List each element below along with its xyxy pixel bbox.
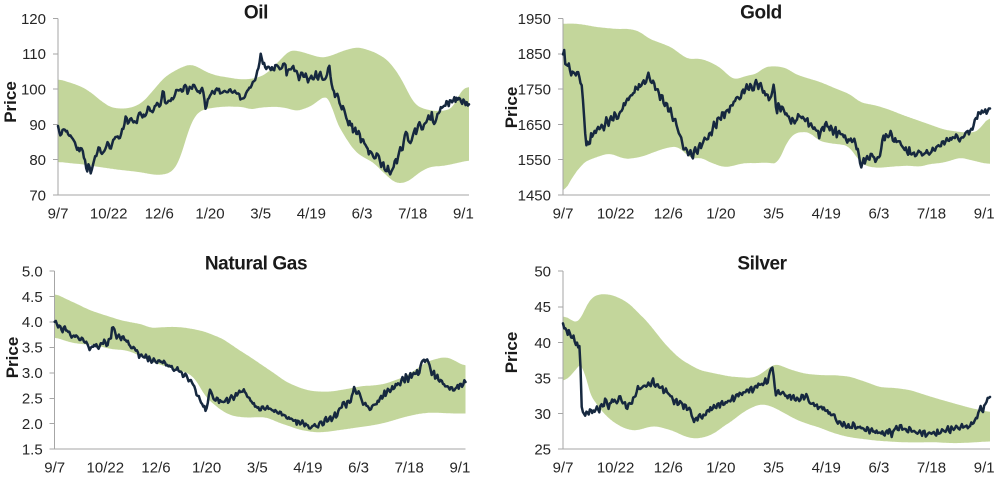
svg-text:100: 100 — [21, 82, 46, 99]
svg-text:10/22: 10/22 — [597, 206, 635, 223]
svg-text:4/19: 4/19 — [293, 460, 322, 477]
svg-text:10/22: 10/22 — [90, 206, 128, 223]
svg-text:1.5: 1.5 — [22, 442, 43, 459]
svg-text:10/22: 10/22 — [597, 460, 635, 477]
svg-text:1450: 1450 — [518, 187, 551, 204]
svg-text:1850: 1850 — [518, 46, 551, 63]
svg-text:12/6: 12/6 — [145, 206, 174, 223]
svg-text:50: 50 — [534, 264, 551, 281]
svg-text:3/5: 3/5 — [250, 206, 271, 223]
svg-text:Natural Gas: Natural Gas — [205, 254, 307, 275]
svg-text:Price: Price — [3, 337, 22, 379]
svg-text:30: 30 — [534, 406, 551, 423]
svg-text:25: 25 — [534, 442, 551, 459]
svg-text:1/20: 1/20 — [706, 460, 735, 477]
svg-text:2.5: 2.5 — [22, 391, 43, 408]
svg-text:1950: 1950 — [518, 11, 551, 28]
svg-text:4/19: 4/19 — [297, 206, 326, 223]
svg-text:110: 110 — [22, 46, 46, 63]
svg-text:6/3: 6/3 — [868, 206, 889, 223]
svg-text:10/22: 10/22 — [87, 460, 125, 477]
svg-text:7/18: 7/18 — [917, 206, 946, 223]
svg-text:1750: 1750 — [518, 82, 551, 99]
svg-text:9/1: 9/1 — [974, 460, 995, 477]
svg-text:12/6: 12/6 — [654, 460, 683, 477]
svg-text:Silver: Silver — [737, 254, 787, 275]
svg-text:3/5: 3/5 — [247, 460, 268, 477]
svg-text:70: 70 — [29, 187, 46, 204]
svg-text:7/18: 7/18 — [395, 460, 424, 477]
svg-text:6/3: 6/3 — [348, 460, 369, 477]
svg-text:40: 40 — [534, 335, 551, 352]
svg-text:12/6: 12/6 — [654, 206, 683, 223]
svg-text:3.5: 3.5 — [22, 340, 43, 357]
svg-text:1/20: 1/20 — [192, 460, 221, 477]
svg-text:5.0: 5.0 — [22, 263, 43, 280]
svg-text:45: 45 — [534, 299, 551, 316]
svg-text:9/7: 9/7 — [44, 460, 65, 477]
svg-text:35: 35 — [534, 370, 551, 387]
svg-text:4.5: 4.5 — [22, 289, 43, 306]
svg-text:3.0: 3.0 — [22, 365, 43, 382]
svg-text:Gold: Gold — [740, 3, 782, 24]
svg-text:7/18: 7/18 — [398, 206, 427, 223]
svg-text:Price: Price — [502, 87, 521, 129]
svg-text:9/7: 9/7 — [553, 206, 574, 223]
svg-text:1650: 1650 — [518, 117, 551, 134]
svg-text:1/20: 1/20 — [706, 206, 735, 223]
svg-text:9/1: 9/1 — [974, 206, 995, 223]
svg-text:9/7: 9/7 — [553, 460, 574, 477]
svg-text:12/6: 12/6 — [141, 460, 170, 477]
svg-text:6/3: 6/3 — [352, 206, 373, 223]
svg-text:6/3: 6/3 — [868, 460, 889, 477]
svg-text:4/19: 4/19 — [812, 460, 841, 477]
svg-text:1/20: 1/20 — [195, 206, 224, 223]
svg-text:2.0: 2.0 — [22, 416, 43, 433]
svg-text:80: 80 — [29, 152, 46, 169]
svg-text:9/1: 9/1 — [449, 460, 470, 477]
svg-text:7/18: 7/18 — [917, 460, 946, 477]
svg-text:4/19: 4/19 — [812, 206, 841, 223]
svg-text:4.0: 4.0 — [22, 314, 43, 331]
svg-text:9/7: 9/7 — [48, 206, 69, 223]
svg-text:Price: Price — [502, 332, 521, 374]
svg-text:Oil: Oil — [244, 3, 268, 24]
svg-text:90: 90 — [29, 117, 46, 134]
svg-text:9/1: 9/1 — [453, 206, 474, 223]
svg-text:3/5: 3/5 — [763, 460, 784, 477]
svg-text:120: 120 — [21, 11, 46, 28]
svg-text:1550: 1550 — [518, 152, 551, 169]
svg-text:3/5: 3/5 — [763, 206, 784, 223]
svg-text:Price: Price — [1, 81, 20, 123]
